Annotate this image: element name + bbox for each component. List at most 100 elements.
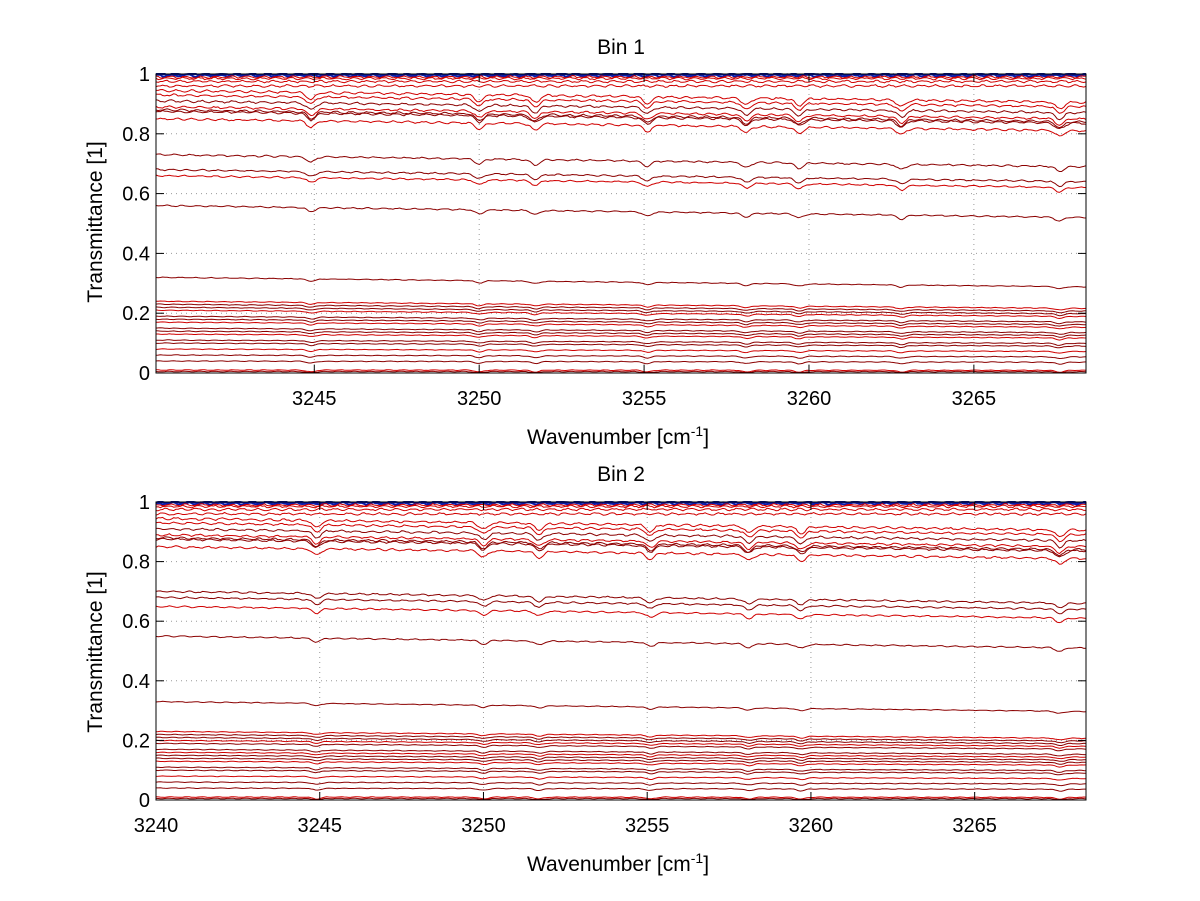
spectrum-series-13 <box>155 117 1087 137</box>
bin-2-title: Bin 2 <box>597 463 645 486</box>
spectrum-series-3 <box>155 74 1086 80</box>
x-tick-label: 3240 <box>134 815 179 837</box>
y-tick-label: 0.8 <box>122 552 150 574</box>
axes-box <box>155 73 1087 374</box>
spectrum-series-7 <box>156 88 1087 110</box>
spectrum-series-30 <box>156 342 1087 349</box>
spectrum-series-28 <box>156 333 1087 341</box>
y-tick-label: 0.4 <box>122 243 150 265</box>
spectrum-series-14 <box>155 153 1087 172</box>
spectrum-series-12 <box>155 109 1087 130</box>
spectrum-series-6 <box>155 83 1087 88</box>
x-tick-label: 3260 <box>789 815 834 837</box>
spectrum-series-25 <box>155 751 1087 760</box>
spectrum-series-31 <box>155 775 1086 781</box>
spectrum-series-12 <box>155 537 1087 558</box>
spectrum-series-5 <box>155 79 1087 84</box>
spectrum-series-8 <box>155 521 1087 543</box>
spectrum-series-22 <box>155 739 1087 749</box>
grid <box>156 502 1086 800</box>
x-tick-label: 3250 <box>457 388 502 410</box>
y-tick-label: 0.4 <box>122 671 150 693</box>
spectrum-series-20 <box>155 303 1087 314</box>
bin-1-x-axis-label: Wavenumber [cm-1] <box>527 423 709 449</box>
spectrum-series-24 <box>155 318 1086 327</box>
x-tick-label: 3245 <box>292 388 337 410</box>
spectrum-series-14 <box>155 590 1087 609</box>
spectrum-series-31 <box>155 348 1087 354</box>
spectrum-series-32 <box>155 781 1087 787</box>
spectrum-series-9 <box>156 527 1087 549</box>
y-tick-label: 0.2 <box>122 303 150 325</box>
x-tick-label: 3255 <box>625 815 670 837</box>
x-tick-label: 3265 <box>952 815 997 837</box>
bin-1-title: Bin 1 <box>597 36 645 59</box>
spectrum-series-16 <box>155 174 1086 193</box>
y-tick-label: 0 <box>139 790 150 812</box>
spectrum-series-15 <box>155 168 1087 188</box>
spectrum-series-33 <box>155 360 1087 365</box>
spectrum-series-32 <box>155 354 1087 360</box>
spectrum-series-17 <box>155 204 1087 222</box>
spectrum-series-23 <box>155 742 1087 752</box>
bin-1-panel: Bin 1 Wavenumber [cm-1] Transmittance [1… <box>84 36 1087 449</box>
x-tick-label: 3255 <box>622 388 667 410</box>
y-tick-label: 1 <box>139 64 150 86</box>
spectrum-series-33 <box>156 787 1086 792</box>
bin-1-y-axis-label: Transmittance [1] <box>84 141 107 302</box>
spectrum-series-18 <box>155 276 1087 290</box>
grid <box>156 74 1086 373</box>
spectrum-series-21 <box>155 306 1087 317</box>
spectrum-series-29 <box>156 339 1087 346</box>
spectrum-series-21 <box>155 736 1087 746</box>
spectrum-series-23 <box>155 315 1087 325</box>
spectrum-series-11 <box>155 108 1087 129</box>
spectrum-series-27 <box>155 757 1087 765</box>
y-tick-label: 0.6 <box>122 611 150 633</box>
x-tick-label: 3250 <box>461 815 506 837</box>
spectrum-series-16 <box>155 605 1087 624</box>
x-tick-label: 3260 <box>787 388 832 410</box>
spectrum-series-15 <box>155 596 1087 615</box>
spectrum-series-4 <box>155 76 1087 81</box>
spectrum-series-6 <box>155 511 1087 516</box>
y-tick-label: 0.2 <box>122 730 150 752</box>
spectrum-series-28 <box>155 760 1087 768</box>
spectrum-series-7 <box>155 516 1087 538</box>
spectrum-series-4 <box>155 504 1087 509</box>
spectrum-series-26 <box>155 754 1087 762</box>
bin-2-y-axis-label: Transmittance [1] <box>84 571 107 732</box>
spectrum-series-35 <box>155 797 1087 800</box>
spectrum-series-19 <box>156 300 1087 311</box>
bin-2-panel: Bin 2 Wavenumber [cm-1] Transmittance [1… <box>84 463 1087 876</box>
spectrum-series-25 <box>155 321 1087 330</box>
spectrum-series-11 <box>155 536 1087 557</box>
spectrum-series-35 <box>155 370 1087 373</box>
spectrum-series-17 <box>155 635 1087 652</box>
axes-box <box>155 501 1087 801</box>
y-tick-label: 0.8 <box>122 124 150 146</box>
spectrum-series-29 <box>155 766 1087 773</box>
x-tick-label: 3245 <box>297 815 342 837</box>
bin-2-x-axis-label: Wavenumber [cm-1] <box>527 850 709 876</box>
spectrum-series-19 <box>155 730 1087 741</box>
y-tick-label: 0 <box>139 363 150 385</box>
spectrum-series-27 <box>155 330 1087 338</box>
spectrum-series-10 <box>155 105 1087 126</box>
y-tick-label: 1 <box>139 492 150 514</box>
spectrum-series-34 <box>156 369 1087 373</box>
y-tick-label: 0.6 <box>122 184 150 206</box>
spectrum-series-3 <box>155 503 1087 507</box>
spectrum-series-34 <box>155 796 1087 800</box>
spectrum-series-13 <box>155 545 1087 565</box>
spectrum-series-26 <box>155 327 1087 335</box>
spectrum-series-9 <box>155 99 1087 121</box>
spectrum-series-5 <box>155 507 1086 512</box>
spectrum-series-20 <box>155 733 1086 744</box>
spectrum-series-24 <box>155 748 1087 757</box>
spectrum-series-18 <box>155 700 1087 714</box>
spectrum-series-8 <box>155 93 1087 114</box>
spectrum-series-30 <box>155 769 1086 776</box>
